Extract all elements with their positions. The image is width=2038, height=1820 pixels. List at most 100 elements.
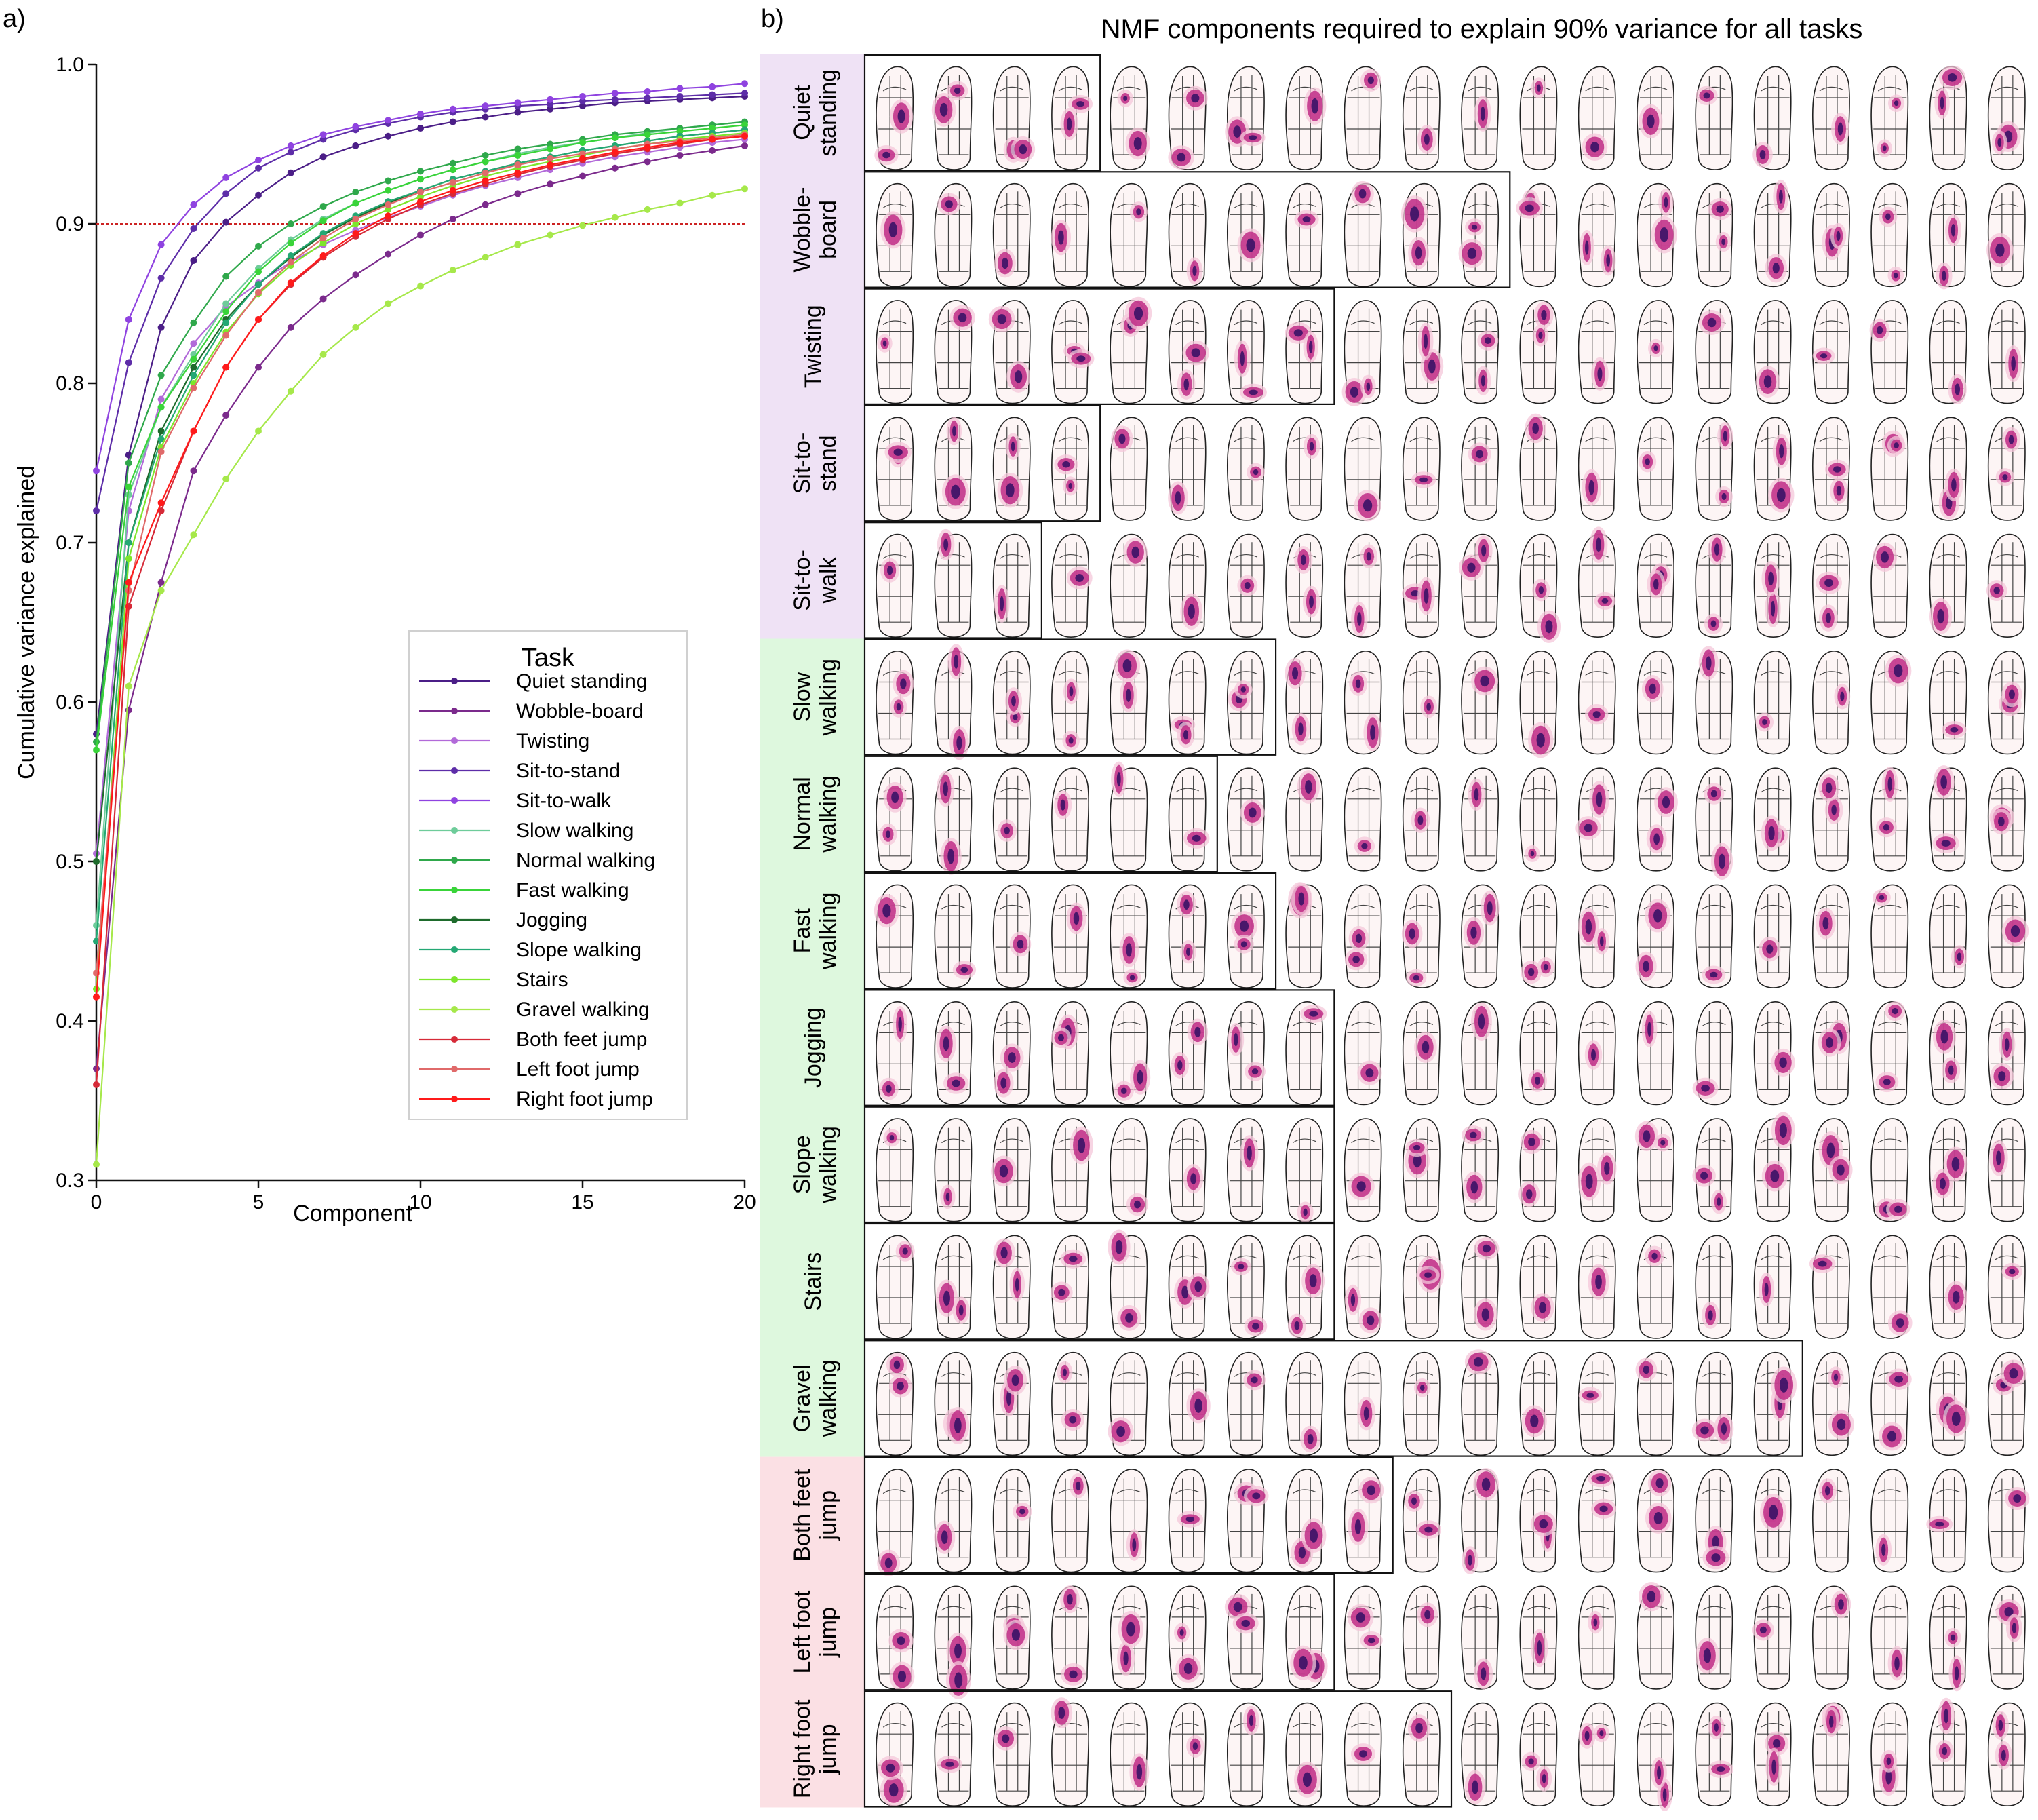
data-point-quiet-standing bbox=[352, 142, 359, 149]
foot-map bbox=[1344, 533, 1382, 638]
row-label-line: Stairs bbox=[800, 1252, 826, 1311]
foot-outline bbox=[876, 417, 914, 521]
foot-map bbox=[1519, 413, 1558, 521]
row-label-line: standing bbox=[815, 69, 841, 157]
foot-map bbox=[1402, 1469, 1442, 1573]
foot-map bbox=[1110, 533, 1148, 638]
x-tick-label: 10 bbox=[409, 1191, 431, 1214]
activation-core bbox=[952, 425, 956, 437]
row-label: Fastwalking bbox=[789, 893, 841, 970]
activation-core bbox=[1302, 216, 1311, 222]
foot-outline bbox=[1519, 767, 1558, 872]
foot-outline bbox=[1051, 884, 1089, 988]
foot-outline bbox=[1461, 182, 1500, 288]
activation-core bbox=[1249, 807, 1257, 818]
legend-entry-both-feet-jump: Both feet jump bbox=[419, 1028, 647, 1051]
required-components-box bbox=[863, 288, 1335, 406]
activation-core bbox=[1177, 1060, 1183, 1070]
foot-regions bbox=[1932, 659, 1966, 740]
foot-outline bbox=[1168, 1702, 1207, 1806]
activation-core bbox=[2004, 1607, 2014, 1617]
foot-map bbox=[1402, 300, 1444, 404]
foot-map bbox=[1870, 651, 1912, 755]
activation-core bbox=[1998, 817, 2005, 827]
activation-core bbox=[1664, 197, 1668, 208]
activation-core bbox=[1714, 1723, 1719, 1732]
activation-core bbox=[1350, 1294, 1356, 1306]
data-point-right-foot-jump bbox=[287, 279, 294, 286]
data-point-sit-to-stand bbox=[741, 90, 748, 97]
row-label: Both feetjump bbox=[789, 1469, 841, 1562]
data-point-sit-to-walk bbox=[449, 105, 456, 113]
foot-map bbox=[1811, 1118, 1853, 1222]
legend-entry-right-foot-jump: Right foot jump bbox=[419, 1088, 653, 1110]
activation-core bbox=[1415, 246, 1422, 260]
foot-map bbox=[934, 1351, 973, 1456]
foot-map bbox=[1695, 767, 1733, 880]
activation-core bbox=[1530, 1414, 1539, 1428]
foot-map bbox=[1692, 1001, 1733, 1106]
activation-core bbox=[1294, 1321, 1300, 1330]
activation-core bbox=[1123, 95, 1128, 101]
foot-map bbox=[1987, 767, 2026, 872]
row-jogging: Jogging bbox=[800, 989, 2026, 1106]
y-tick-label: 0.5 bbox=[56, 851, 84, 873]
foot-map bbox=[1110, 649, 1148, 755]
data-point-right-foot-jump bbox=[190, 427, 197, 435]
activation-core bbox=[1123, 1651, 1129, 1666]
data-point-stairs bbox=[352, 220, 359, 227]
activation-core bbox=[2009, 1269, 2016, 1275]
foot-outline bbox=[1344, 1118, 1382, 1222]
activation-core bbox=[1951, 1157, 1960, 1172]
legend-label: Wobble-board bbox=[516, 700, 644, 722]
row-label-line: walking bbox=[815, 1126, 841, 1203]
data-point-normal-walking bbox=[547, 140, 554, 148]
activation-core bbox=[1487, 901, 1493, 915]
activation-core bbox=[1413, 975, 1419, 981]
data-point-sit-to-stand bbox=[93, 507, 100, 514]
foot-map bbox=[1285, 1585, 1328, 1690]
foot-regions bbox=[1873, 308, 1908, 389]
data-point-gravel-walking bbox=[190, 531, 197, 539]
activation-core bbox=[1192, 834, 1201, 842]
series-left-foot-jump bbox=[93, 131, 748, 977]
foot-regions bbox=[1990, 893, 2024, 973]
data-point-fast-walking bbox=[644, 131, 651, 138]
foot-map bbox=[1753, 1112, 1795, 1222]
activation-core bbox=[1472, 225, 1478, 230]
foot-map bbox=[1402, 533, 1441, 638]
data-point-right-foot-jump bbox=[611, 149, 619, 156]
foot-map bbox=[876, 417, 914, 521]
activation-core bbox=[1006, 483, 1015, 497]
data-point-normal-walking bbox=[287, 220, 294, 227]
activation-core bbox=[1883, 824, 1890, 831]
activation-core bbox=[999, 1165, 1008, 1178]
activation-core bbox=[952, 1079, 960, 1087]
activation-core bbox=[1525, 204, 1534, 212]
row-label-line: Both feet bbox=[789, 1469, 815, 1562]
required-components-box bbox=[863, 171, 1511, 288]
foot-regions bbox=[1698, 425, 1732, 506]
foot-map bbox=[1578, 1235, 1616, 1339]
row-label-line: walking bbox=[815, 893, 841, 970]
data-point-fast-walking bbox=[157, 404, 165, 411]
data-point-slope-walking bbox=[319, 230, 327, 237]
foot-map bbox=[1637, 66, 1674, 170]
activation-core bbox=[1413, 1144, 1421, 1151]
activation-core bbox=[1293, 329, 1303, 337]
data-point-wobble-board bbox=[255, 364, 262, 371]
activation-core bbox=[1185, 1516, 1195, 1522]
foot-outline bbox=[1637, 651, 1674, 755]
data-point-fast-walking bbox=[385, 187, 392, 194]
data-point-quiet-standing bbox=[449, 118, 456, 125]
activation-core bbox=[1708, 1310, 1713, 1321]
nmf-grid: NMF components required to explain 90% v… bbox=[760, 14, 2030, 1811]
foot-map bbox=[1987, 1001, 2026, 1106]
activation-core bbox=[1183, 1663, 1193, 1674]
foot-map bbox=[1226, 1469, 1269, 1573]
foot-regions bbox=[1229, 1711, 1263, 1792]
foot-map bbox=[934, 528, 973, 638]
foot-map bbox=[934, 417, 973, 521]
activation-core bbox=[1013, 714, 1018, 720]
activation-core bbox=[1894, 442, 1899, 449]
